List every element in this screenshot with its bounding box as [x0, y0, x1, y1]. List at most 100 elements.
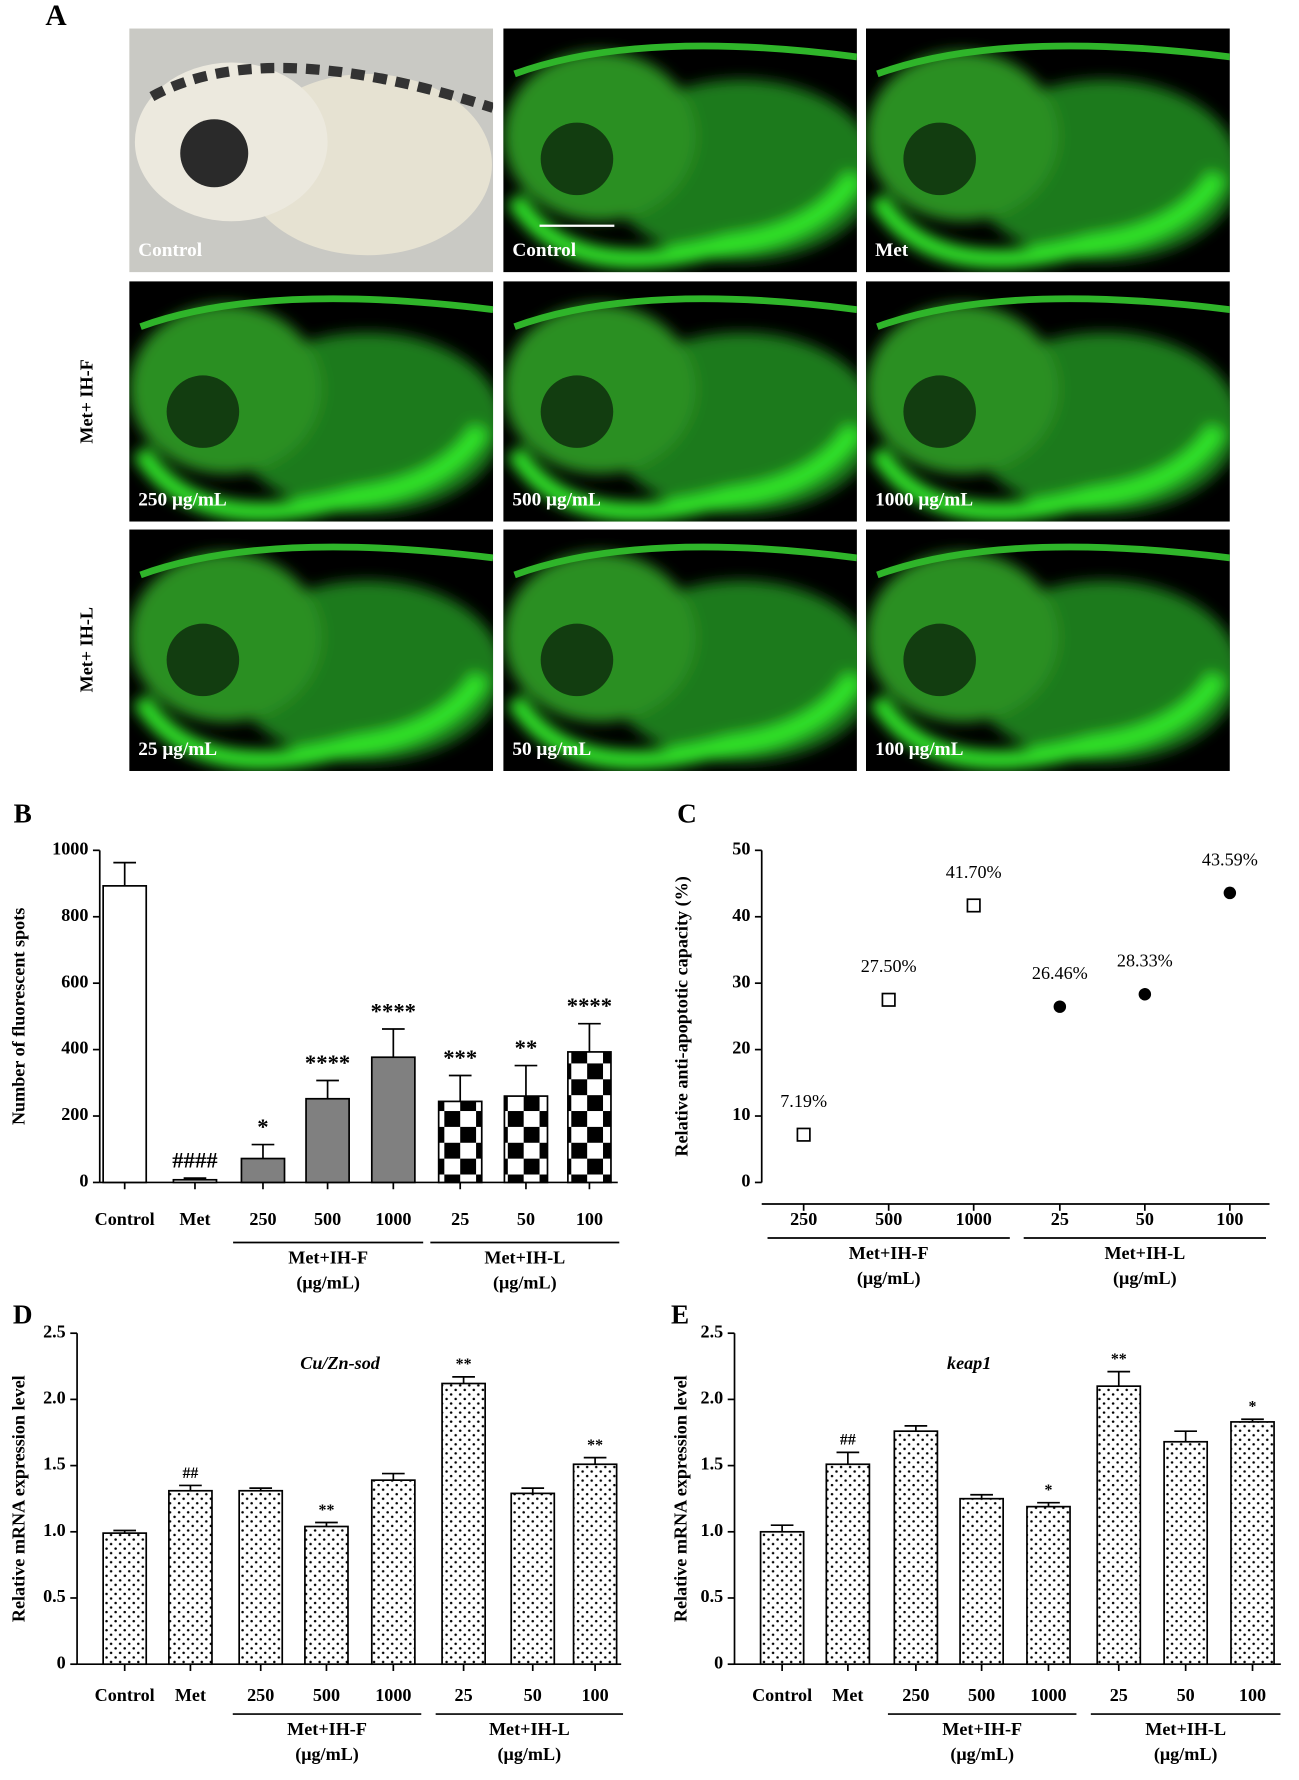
- group-label: Met+IH-F: [942, 1719, 1022, 1739]
- significance: ****: [305, 1050, 350, 1075]
- point: [1138, 988, 1152, 1001]
- bar: [1026, 1505, 1071, 1666]
- value-label: 41.70%: [946, 862, 1002, 882]
- y-tick-label: 0: [79, 1171, 88, 1191]
- x-tick-label: 50: [1177, 1685, 1195, 1705]
- significance: *: [257, 1114, 268, 1139]
- outline-glow: [132, 423, 489, 521]
- bar: [437, 1100, 483, 1184]
- x-tick-label: Met: [175, 1685, 206, 1705]
- panel-label: A: [45, 0, 67, 32]
- x-tick-label: 50: [524, 1685, 542, 1705]
- group-label: Met+IH-L: [484, 1248, 565, 1268]
- bar: [510, 1492, 556, 1666]
- panel-label: E: [671, 1300, 689, 1330]
- body-top: [513, 295, 857, 330]
- x-tick-label: Met: [832, 1685, 863, 1705]
- body-top: [513, 42, 857, 78]
- significance: ##: [840, 1432, 856, 1449]
- x-tick-label: 250: [247, 1685, 274, 1705]
- x-tick-label: 25: [451, 1209, 469, 1229]
- image-label: 500 μg/mL: [512, 490, 601, 511]
- bar: [102, 885, 148, 1184]
- body-top: [876, 42, 1230, 78]
- value-label: 27.50%: [861, 956, 917, 976]
- chart-title: Cu/Zn-sod: [300, 1353, 381, 1373]
- y-tick-label: 1.0: [701, 1520, 724, 1540]
- image-label: 1000 μg/mL: [875, 490, 973, 511]
- y-tick-label: 0: [57, 1652, 66, 1672]
- x-tick-label: 100: [581, 1685, 608, 1705]
- image-label: 250 μg/mL: [138, 490, 227, 511]
- eye: [180, 119, 249, 188]
- group-sublabel: (μg/mL): [950, 1744, 1014, 1765]
- point: [966, 898, 981, 913]
- significance: **: [515, 1035, 538, 1060]
- eye: [540, 623, 614, 697]
- bar: [1163, 1440, 1209, 1666]
- y-tick-label: 800: [61, 905, 88, 925]
- micrograph: [503, 281, 857, 522]
- group-sublabel: (μg/mL): [1154, 1744, 1218, 1765]
- bar: [759, 1530, 805, 1666]
- image-label: Control: [512, 240, 576, 261]
- bar: [1230, 1421, 1275, 1666]
- value-label: 43.59%: [1202, 849, 1258, 869]
- significance: **: [587, 1437, 603, 1454]
- significance: **: [319, 1502, 335, 1519]
- significance: ****: [567, 993, 612, 1018]
- body-top: [513, 543, 857, 579]
- point: [1053, 1000, 1067, 1013]
- outline-glow: [869, 171, 1226, 269]
- y-tick-label: 1.5: [43, 1454, 66, 1474]
- eye: [903, 623, 976, 697]
- panel-label: B: [14, 799, 32, 829]
- micrograph: [129, 28, 494, 273]
- y-axis-label: Relative mRNA expression level: [671, 1375, 691, 1622]
- outline-glow: [506, 171, 857, 269]
- bar: [825, 1463, 871, 1666]
- group-sublabel: (μg/mL): [295, 1744, 359, 1765]
- x-tick-label: 500: [875, 1209, 902, 1229]
- y-tick-label: 0.5: [701, 1586, 724, 1606]
- bar: [893, 1430, 939, 1666]
- x-tick-label: Control: [95, 1209, 155, 1229]
- significance: ####: [172, 1147, 218, 1172]
- x-tick-label: 250: [902, 1685, 929, 1705]
- x-tick-label: 500: [314, 1209, 341, 1229]
- bar: [240, 1157, 286, 1184]
- micrograph: [129, 281, 494, 522]
- x-tick-label: 100: [1239, 1685, 1266, 1705]
- y-axis-label: Relative anti-apoptotic capacity (%): [672, 876, 693, 1156]
- y-tick-label: 20: [732, 1038, 750, 1058]
- micrograph: [503, 529, 857, 771]
- significance: **: [1111, 1351, 1127, 1368]
- significance: ***: [443, 1045, 477, 1070]
- x-tick-label: 500: [313, 1685, 340, 1705]
- y-tick-label: 30: [732, 971, 750, 991]
- x-tick-label: 25: [1051, 1209, 1069, 1229]
- x-tick-label: 50: [1136, 1209, 1154, 1229]
- eye: [903, 375, 976, 448]
- outline-glow: [506, 423, 857, 521]
- pigment: [149, 62, 494, 113]
- y-tick-label: 50: [732, 838, 750, 858]
- value-label: 7.19%: [780, 1091, 827, 1111]
- x-tick-label: 25: [455, 1685, 473, 1705]
- point: [1223, 886, 1237, 900]
- chart-title: keap1: [947, 1353, 991, 1373]
- image-label: 25 μg/mL: [138, 739, 217, 760]
- group-sublabel: (μg/mL): [493, 1273, 557, 1294]
- y-tick-label: 0.5: [43, 1586, 66, 1606]
- significance: *: [1045, 1482, 1053, 1499]
- row-label: Met+ IH-F: [77, 359, 97, 443]
- bar: [238, 1489, 284, 1666]
- eye: [166, 375, 240, 448]
- bar: [1096, 1385, 1142, 1666]
- bar: [102, 1532, 148, 1666]
- eye: [540, 122, 614, 196]
- micrograph: [129, 529, 494, 771]
- group-label: Met+IH-L: [1145, 1719, 1226, 1739]
- significance: ****: [371, 998, 416, 1023]
